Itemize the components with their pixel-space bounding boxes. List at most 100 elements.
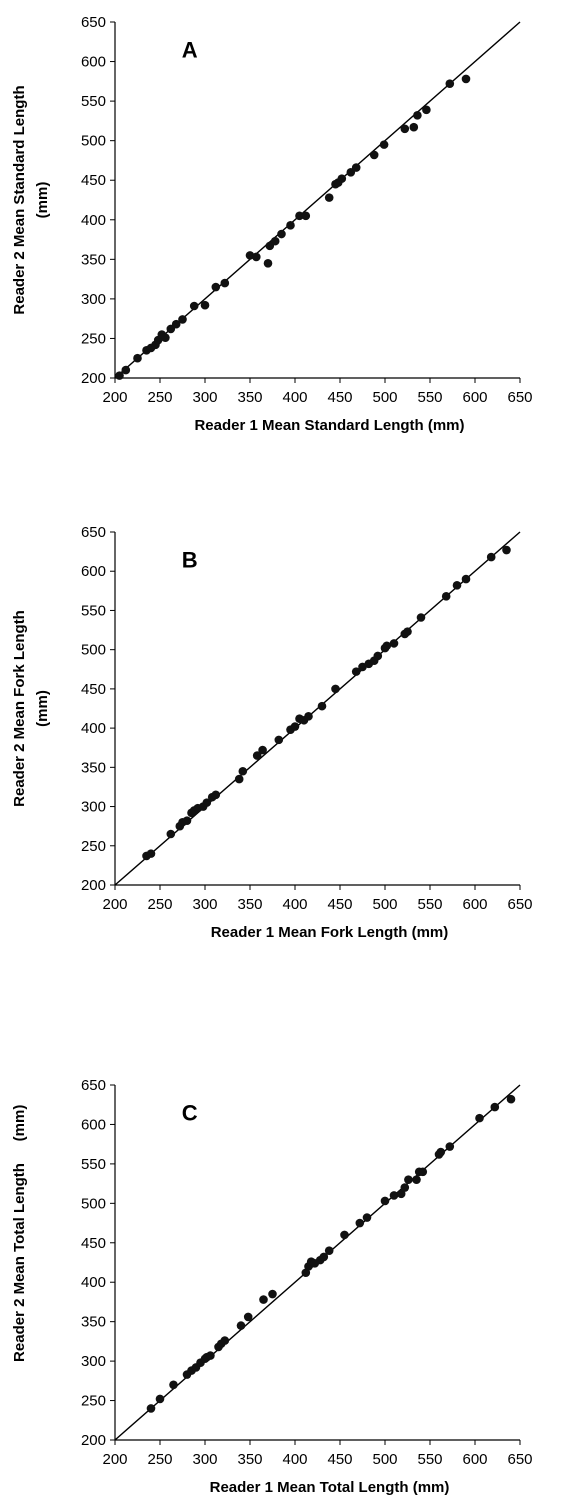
data-point [268,1289,277,1299]
x-tick-label: 650 [507,1451,532,1468]
x-tick-label: 200 [102,389,127,406]
y-tick-label: 250 [81,838,106,855]
x-axis-title: Reader 1 Mean Fork Length (mm) [211,924,449,941]
data-point [252,751,262,760]
x-tick-label: 250 [147,389,172,406]
panel-label: C [182,1101,198,1126]
y-tick-label: 200 [81,370,106,387]
data-point [263,258,273,268]
data-point [445,1142,455,1151]
x-tick-label: 450 [327,896,352,913]
x-tick-label: 350 [237,389,262,406]
y-tick-label: 650 [81,14,106,31]
data-point [146,1404,156,1413]
x-axis-title: Reader 1 Mean Standard Length (mm) [194,417,464,434]
data-point [133,353,142,363]
y-tick-label: 350 [81,1314,106,1331]
y-tick-label: 500 [81,133,106,150]
panel-label: B [182,547,198,572]
x-tick-label: 250 [147,896,172,913]
x-tick-label: 300 [192,896,217,913]
y-tick-label: 450 [81,681,106,698]
data-point [258,745,267,755]
y-tick-label: 200 [81,1432,106,1449]
x-tick-label: 300 [192,1451,217,1468]
y-tick-label: 650 [81,1077,106,1094]
data-point [404,1175,413,1184]
x-tick-label: 500 [372,896,397,913]
x-tick-label: 650 [507,389,532,406]
data-point [189,301,199,311]
data-point [400,124,410,134]
data-point [337,174,347,183]
data-point [396,1189,406,1199]
data-point [502,545,511,555]
y-tick-label: 500 [81,1195,106,1212]
x-tick-label: 600 [462,896,487,913]
data-point [379,140,389,149]
data-point [506,1094,516,1104]
x-tick-label: 350 [237,1451,262,1468]
x-tick-label: 600 [462,1451,487,1468]
x-tick-label: 450 [327,1451,352,1468]
x-tick-label: 550 [417,1451,442,1468]
data-point [382,641,392,651]
data-point [389,1191,399,1200]
data-point [259,1295,268,1304]
data-point [220,278,230,288]
y-tick-label: 300 [81,291,106,308]
y-tick-label: 300 [81,1353,106,1370]
y-tick-label: 450 [81,1235,106,1252]
data-point [234,774,244,784]
y-tick-label: 400 [81,212,106,229]
data-point [412,1175,421,1184]
data-point [380,1196,390,1206]
data-point [400,1183,410,1192]
data-point [169,1380,178,1390]
data-point [286,221,295,230]
y-tick-label: 650 [81,524,106,541]
data-point [441,592,451,601]
data-point [369,150,379,160]
y-tick-label: 550 [81,602,106,619]
data-point [351,163,361,172]
data-point [277,229,286,239]
data-point [155,1394,165,1404]
y-tick-label: 550 [81,93,106,110]
x-tick-label: 200 [102,1451,127,1468]
y-tick-label: 300 [81,799,106,816]
x-tick-label: 250 [147,1451,172,1468]
y-axis-title: Reader 2 Mean Standard Length [11,85,28,314]
y-tick-label: 450 [81,172,106,189]
data-point [211,282,221,292]
panel-b: 200 250 300 350 400 450 500 550 600 650 200 250 300 3… [11,524,533,941]
data-point [274,735,284,745]
x-tick-label: 200 [102,896,127,913]
data-point [461,574,471,584]
data-point [121,365,131,375]
x-tick-label: 650 [507,896,532,913]
y-tick-label: 500 [81,642,106,659]
data-point [317,701,327,711]
y-tick-label: 600 [81,54,106,71]
y-tick-label: 250 [81,1393,106,1410]
data-point [389,639,399,648]
data-point [202,798,212,807]
data-point [166,829,176,839]
y-tick-label: 350 [81,251,106,268]
data-point [115,371,124,380]
data-point [490,1102,500,1112]
data-point [146,849,156,858]
x-tick-label: 500 [372,1451,397,1468]
data-point [362,1213,372,1222]
x-tick-label: 500 [372,389,397,406]
data-point [351,667,361,676]
data-point [324,193,334,202]
x-tick-label: 300 [192,389,217,406]
panel-c: 200 250 300 350 400 450 500 550 600 650 200 250 300 3… [11,1077,533,1495]
data-point [206,1351,215,1360]
panel-a: 200 250 300 350 400 450 500 550 600 650 200 250 300 3… [11,14,533,434]
data-point [486,552,496,562]
x-tick-label: 600 [462,389,487,406]
